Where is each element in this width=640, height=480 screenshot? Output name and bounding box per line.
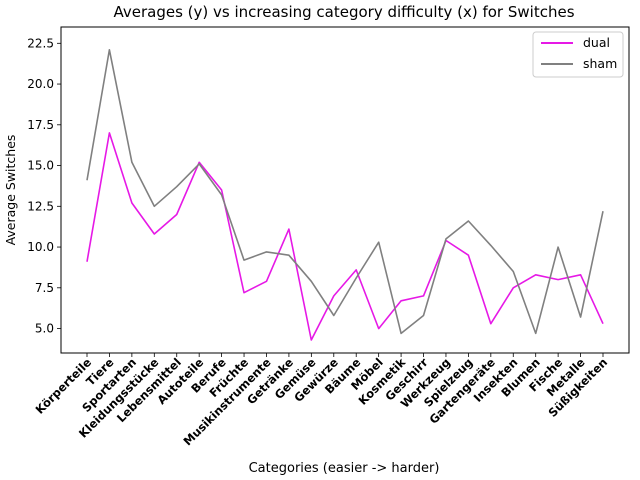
legend-label-dual: dual: [583, 35, 610, 50]
x-axis: KörperteileTiereSportartenKleidungsstück…: [33, 353, 610, 448]
y-tick-label: 17.5: [27, 118, 54, 132]
y-axis-label: Average Switches: [3, 135, 18, 246]
y-tick-label: 12.5: [27, 199, 54, 213]
y-axis: 5.0 7.5 10.0 12.5 15.0 17.5 20.0 22.5: [27, 36, 61, 336]
y-tick-label: 20.0: [27, 77, 54, 91]
plot-area: [60, 26, 630, 354]
series-lines: [86, 48, 604, 341]
y-tick-label: 15.0: [27, 159, 54, 173]
legend: dual sham: [532, 31, 624, 78]
y-tick-label: 7.5: [35, 281, 54, 295]
y-tick-label: 22.5: [27, 36, 54, 50]
y-tick-label: 5.0: [35, 322, 54, 336]
chart-title: Averages (y) vs increasing category diff…: [113, 3, 574, 21]
legend-label-sham: sham: [583, 56, 617, 71]
series-line-sham: [86, 48, 604, 335]
x-axis-label: Categories (easier -> harder): [249, 461, 440, 476]
series-line-dual: [86, 132, 604, 341]
y-tick-label: 10.0: [27, 240, 54, 254]
